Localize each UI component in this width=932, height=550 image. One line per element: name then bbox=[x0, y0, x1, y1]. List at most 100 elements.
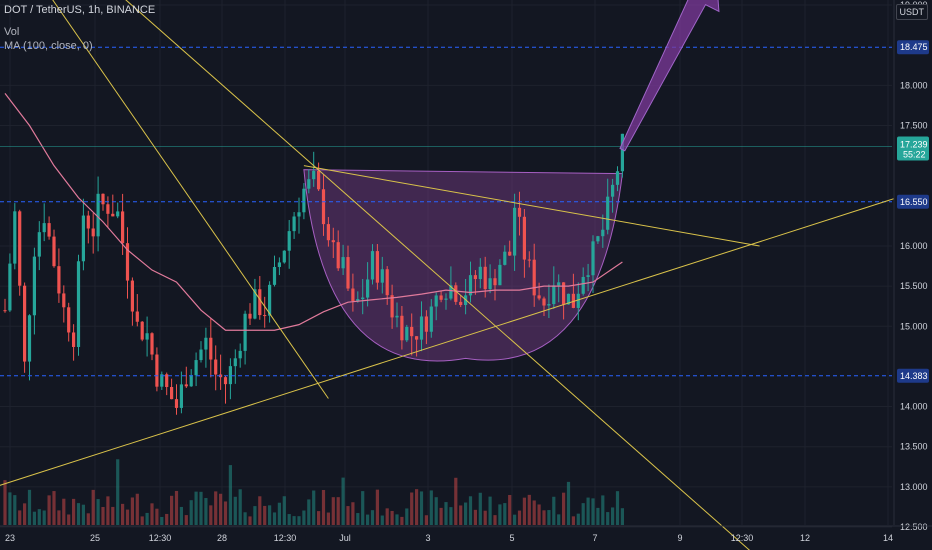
ma-100-line bbox=[4, 93, 623, 331]
volume-bar bbox=[547, 510, 551, 525]
volume-bar bbox=[272, 512, 277, 525]
volume-bar bbox=[165, 513, 169, 525]
candle-body bbox=[184, 384, 188, 387]
volume-bar bbox=[268, 505, 272, 525]
time-axis[interactable]: 23 25 12:30 28 12:30 Jul 3 5 7 9 12:30 12 14 bbox=[0, 525, 932, 543]
volume-bar bbox=[586, 497, 590, 525]
price-tick-label: 18.000 bbox=[900, 80, 928, 90]
candle-body bbox=[106, 204, 110, 214]
cup-pattern bbox=[303, 169, 623, 362]
volume-legend[interactable]: Vol bbox=[4, 26, 20, 38]
candle-body bbox=[405, 326, 409, 341]
candle-body bbox=[620, 133, 624, 172]
volume-bar bbox=[91, 489, 95, 525]
time-tick-label: 23 bbox=[5, 533, 15, 543]
volume-bar bbox=[351, 502, 355, 525]
volume-bar bbox=[434, 497, 438, 525]
volume-bar bbox=[130, 497, 134, 525]
candle-body bbox=[155, 354, 159, 387]
candle-body bbox=[576, 293, 580, 308]
time-tick-label: 25 bbox=[90, 533, 100, 543]
horizontal-levels bbox=[0, 46, 892, 377]
candle-body bbox=[140, 321, 144, 340]
volume-bar bbox=[248, 516, 252, 525]
volume-bar bbox=[444, 502, 448, 525]
price-axis-bg bbox=[894, 0, 932, 550]
volume-bar bbox=[67, 514, 71, 525]
candle-body bbox=[566, 293, 571, 305]
candle-body bbox=[18, 211, 22, 286]
candle-body bbox=[302, 188, 306, 213]
price-tick-label: 13.500 bbox=[900, 442, 928, 452]
candle-body bbox=[307, 179, 311, 189]
volume-bar bbox=[307, 499, 311, 525]
volume-bar bbox=[209, 505, 213, 525]
candle-body bbox=[312, 170, 316, 180]
price-tick-label: 15.500 bbox=[900, 281, 928, 291]
volume-bar bbox=[150, 503, 154, 525]
currency-unit-button[interactable]: USDT bbox=[895, 4, 928, 20]
volume-bar bbox=[233, 496, 237, 525]
time-tick-label: 28 bbox=[217, 533, 227, 543]
volume-bar bbox=[292, 516, 296, 525]
candle-body bbox=[351, 288, 355, 302]
price-tick-label: 13.000 bbox=[900, 482, 928, 492]
price-axis[interactable]: 20.00019.50019.00018.00017.50016.00015.5… bbox=[893, 0, 932, 550]
volume-bar bbox=[170, 495, 174, 525]
volume-bar bbox=[478, 492, 482, 525]
volume-bar bbox=[243, 512, 247, 525]
volume-bar bbox=[488, 496, 492, 525]
candle-body bbox=[537, 295, 541, 299]
volume-bar bbox=[228, 465, 232, 525]
volume-bar bbox=[596, 507, 600, 525]
candle-body bbox=[380, 269, 384, 283]
volume-bar bbox=[370, 510, 375, 525]
volume-bar bbox=[214, 491, 218, 525]
candle-body bbox=[297, 212, 301, 217]
candle-body bbox=[321, 189, 326, 225]
candle-body bbox=[571, 293, 575, 308]
candle-body bbox=[366, 279, 370, 298]
volume-bar bbox=[410, 492, 414, 525]
volume-bar bbox=[331, 497, 335, 525]
volume-bar bbox=[527, 494, 531, 525]
volume-bar bbox=[23, 503, 27, 525]
candle-body bbox=[174, 399, 179, 408]
volume-bar bbox=[18, 510, 22, 525]
last-price-tag bbox=[897, 136, 929, 161]
candle-body bbox=[32, 256, 36, 316]
cup-shape bbox=[303, 169, 623, 362]
volume-bar bbox=[106, 496, 110, 525]
ma-legend[interactable]: MA (100, close, 0) bbox=[4, 40, 93, 52]
candle-body bbox=[72, 332, 76, 347]
volume-bar bbox=[277, 502, 281, 525]
volume-bar bbox=[459, 505, 463, 525]
volume-bar bbox=[219, 493, 223, 525]
candle-body bbox=[596, 236, 600, 242]
symbol-title[interactable]: DOT / TetherUS, 1h, BINANCE bbox=[4, 4, 156, 16]
volume-bar bbox=[483, 510, 487, 525]
volume-bar bbox=[135, 493, 139, 525]
candle-body bbox=[150, 333, 154, 355]
volume-bar bbox=[473, 509, 477, 525]
volume-bar bbox=[101, 506, 105, 525]
time-tick-label: Jul bbox=[339, 533, 351, 543]
trendline bbox=[52, 0, 329, 399]
candle-body bbox=[395, 315, 399, 318]
volume-bar bbox=[415, 489, 419, 525]
volume-bar bbox=[62, 498, 66, 525]
candle-body bbox=[67, 307, 71, 333]
volume-bar bbox=[32, 511, 36, 525]
candle-body bbox=[459, 301, 463, 306]
candle-body bbox=[160, 374, 164, 387]
candle-body bbox=[449, 285, 453, 299]
candle-body bbox=[23, 285, 27, 362]
candle-body bbox=[611, 184, 615, 197]
volume-bar bbox=[3, 480, 7, 525]
candle-body bbox=[424, 316, 428, 332]
volume-bar bbox=[81, 504, 85, 525]
volume-bar bbox=[385, 508, 389, 525]
volume-bar bbox=[464, 502, 468, 525]
candle-body bbox=[37, 232, 41, 257]
